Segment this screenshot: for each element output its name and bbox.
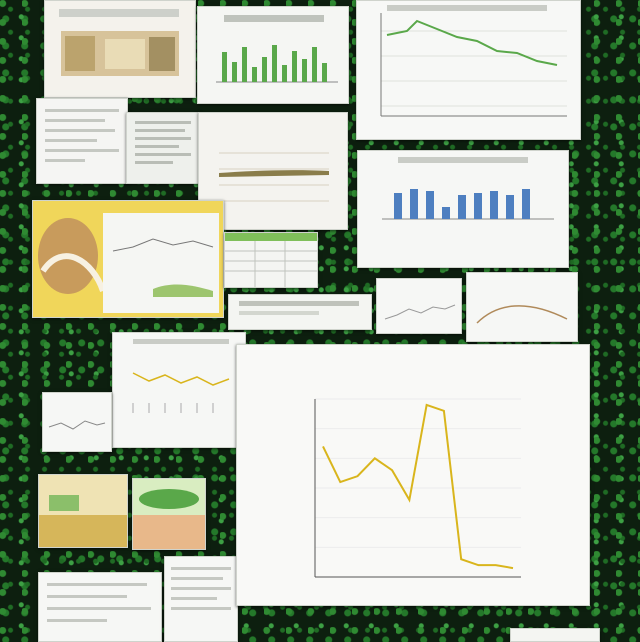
thumbnail-text-card [126,112,200,184]
small-line-thumbnail [377,279,461,333]
field-thumbnail-1 [39,475,127,547]
corner-thumbnail [511,629,599,641]
blue-bar-thumbnail [358,151,568,267]
series-line [322,403,514,570]
field-thumbnail-2 [133,479,205,549]
thumbnail-green-bar-card [197,6,349,104]
thumbnail-doc-card-3 [164,556,238,642]
thumbnail-table-card [224,232,318,288]
thumbnail-small-line-card [376,278,462,334]
thumbnail-curve-card [466,272,578,342]
gray-thumbnail [43,393,111,451]
thumbnail-field-card-2 [132,478,206,550]
thumbnail-document-card [36,98,128,184]
curve-thumbnail [467,273,577,341]
green-line-thumbnail [357,1,580,139]
map-thumbnail [45,1,195,97]
thumbnail-label-card [228,294,372,330]
thumbnail-doc-card-2 [38,572,162,642]
main-line-chart [237,345,589,605]
thumbnail-yellow-line-card [112,332,246,448]
table-thumbnail [225,233,317,287]
thumbnail-map-card [44,0,196,98]
illustration-thumbnail [33,201,223,317]
thumbnail-gray-card [42,392,112,452]
yellow-line-thumbnail [113,333,245,447]
label-thumbnail [229,295,371,329]
green-bar-thumbnail [198,7,348,103]
thumbnail-field-card-1 [38,474,128,548]
doc-thumbnail-2 [39,573,161,641]
text-thumbnail [127,113,199,183]
main-line-chart-card [236,344,590,606]
thumbnail-blue-bar-card [357,150,569,268]
document-thumbnail [37,99,127,183]
thumbnail-illustration-card [32,200,224,318]
thumbnail-green-line-card [356,0,581,140]
doc-thumbnail-3 [165,557,237,641]
